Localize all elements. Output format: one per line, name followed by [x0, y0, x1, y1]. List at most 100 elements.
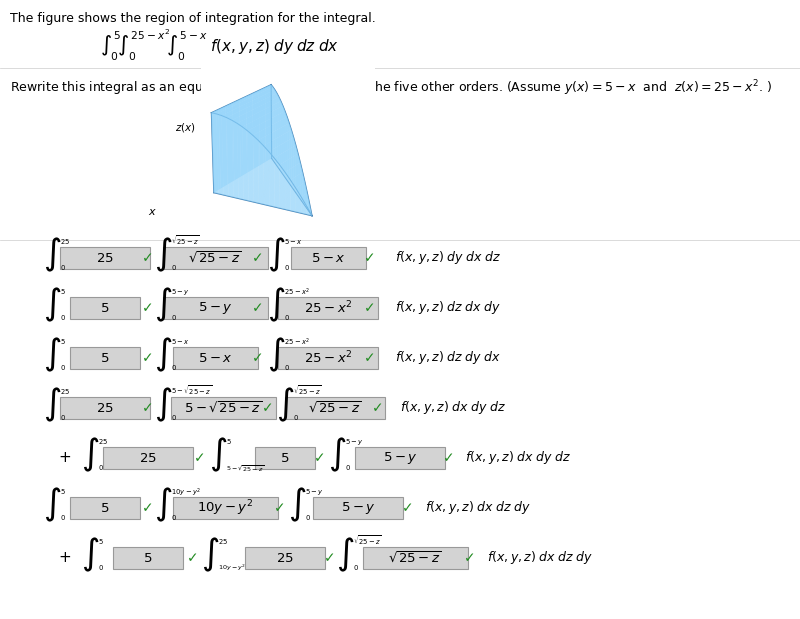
Text: $\int$: $\int$	[276, 386, 294, 424]
Text: ✓: ✓	[402, 501, 414, 515]
Text: ✓: ✓	[324, 551, 336, 565]
Text: $\int$: $\int$	[267, 286, 285, 324]
Text: $\sqrt{25-z}$: $\sqrt{25-z}$	[188, 251, 242, 266]
Text: $z(x)$: $z(x)$	[175, 121, 196, 134]
FancyBboxPatch shape	[290, 247, 366, 269]
FancyBboxPatch shape	[70, 297, 140, 319]
Text: $5$: $5$	[100, 352, 110, 365]
Text: ✓: ✓	[364, 351, 376, 365]
Text: $\int$: $\int$	[328, 436, 346, 474]
Text: $^{5-y}$: $^{5-y}$	[305, 489, 324, 499]
Text: $^{5}$: $^{5}$	[60, 339, 66, 349]
Text: $_{0}$: $_{0}$	[98, 563, 104, 573]
Text: ✓: ✓	[314, 451, 326, 465]
Text: $^{5-x}$: $^{5-x}$	[171, 339, 190, 349]
FancyBboxPatch shape	[255, 447, 315, 469]
Text: $f(x, y, z)\;dy\;dx\;dz$: $f(x, y, z)\;dy\;dx\;dz$	[395, 249, 501, 267]
Text: $^{5-x}$: $^{5-x}$	[284, 239, 303, 249]
Text: $5$: $5$	[143, 552, 153, 565]
Text: $_{0}$: $_{0}$	[284, 363, 290, 373]
Text: $^{10y-y^2}$: $^{10y-y^2}$	[171, 489, 201, 499]
Text: $25-x^2$: $25-x^2$	[304, 350, 352, 366]
Text: $25$: $25$	[96, 402, 114, 415]
Text: $y(x)$: $y(x)$	[298, 195, 320, 209]
Text: $5$: $5$	[100, 501, 110, 514]
Text: $x$: $x$	[148, 207, 157, 217]
Text: $_{0}$: $_{0}$	[60, 363, 66, 373]
Text: $5-\sqrt{25-z}$: $5-\sqrt{25-z}$	[184, 400, 262, 415]
Text: $^{25}$: $^{25}$	[218, 539, 228, 549]
Text: ✓: ✓	[364, 251, 376, 265]
Text: $f(x, y, z)\;dx\;dz\;dy$: $f(x, y, z)\;dx\;dz\;dy$	[487, 550, 593, 566]
Text: $_{0}$: $_{0}$	[171, 263, 177, 273]
FancyBboxPatch shape	[278, 297, 378, 319]
Text: $^{25}$: $^{25}$	[98, 439, 108, 449]
Text: $_{0}$: $_{0}$	[293, 413, 299, 423]
Text: $25$: $25$	[276, 552, 294, 565]
Text: $5-y$: $5-y$	[198, 300, 232, 316]
FancyBboxPatch shape	[245, 547, 325, 569]
FancyBboxPatch shape	[170, 397, 275, 419]
Text: $f(x, y, z)\;dx\;dy\;dz$: $f(x, y, z)\;dx\;dy\;dz$	[465, 449, 571, 467]
Text: $\int$: $\int$	[43, 236, 61, 274]
Text: $\sqrt{25-z}$: $\sqrt{25-z}$	[388, 550, 442, 566]
FancyBboxPatch shape	[355, 447, 445, 469]
Text: $\sqrt{25-z}$: $\sqrt{25-z}$	[308, 400, 362, 415]
Text: $^{5}$: $^{5}$	[60, 489, 66, 499]
FancyBboxPatch shape	[60, 397, 150, 419]
Text: $\int$: $\int$	[81, 436, 99, 474]
Text: ✓: ✓	[364, 301, 376, 315]
FancyBboxPatch shape	[278, 347, 378, 369]
Text: ✓: ✓	[142, 351, 154, 365]
Text: $\int$: $\int$	[201, 536, 219, 574]
FancyBboxPatch shape	[70, 347, 140, 369]
Text: ✓: ✓	[142, 501, 154, 515]
Text: $_{0}$: $_{0}$	[98, 463, 104, 473]
Text: $5-x$: $5-x$	[198, 352, 232, 365]
FancyBboxPatch shape	[70, 497, 140, 519]
Text: $^{5}$: $^{5}$	[226, 439, 232, 449]
Text: $_{0}$: $_{0}$	[305, 513, 311, 523]
Text: ✓: ✓	[443, 451, 455, 465]
Text: $25$: $25$	[96, 251, 114, 264]
Text: $y$: $y$	[357, 164, 366, 176]
Text: $^{25-x^2}$: $^{25-x^2}$	[284, 289, 310, 299]
Text: $\int$: $\int$	[209, 436, 227, 474]
Text: $_{0}$: $_{0}$	[171, 413, 177, 423]
Text: $_{0}$: $_{0}$	[60, 263, 66, 273]
Text: $\int$: $\int$	[43, 486, 61, 524]
Text: $\int$: $\int$	[288, 486, 306, 524]
Text: ✓: ✓	[142, 251, 154, 265]
FancyBboxPatch shape	[103, 447, 193, 469]
Text: $^{25-x^2}$: $^{25-x^2}$	[284, 339, 310, 349]
Text: ✓: ✓	[142, 401, 154, 415]
Text: $^{\sqrt{25-z}}$: $^{\sqrt{25-z}}$	[353, 539, 382, 549]
Text: $\int$: $\int$	[43, 286, 61, 324]
Text: $_{0}$: $_{0}$	[284, 313, 290, 323]
FancyBboxPatch shape	[362, 547, 467, 569]
Text: $\int$: $\int$	[154, 486, 172, 524]
Text: ✓: ✓	[194, 451, 206, 465]
Text: ✓: ✓	[464, 551, 476, 565]
Text: +: +	[58, 451, 71, 465]
Text: $_{0}$: $_{0}$	[60, 313, 66, 323]
Text: $5-y$: $5-y$	[382, 450, 418, 466]
Text: $5-y$: $5-y$	[341, 500, 375, 516]
Text: $\int$: $\int$	[267, 236, 285, 274]
Text: $_{0}$: $_{0}$	[171, 513, 177, 523]
Text: $\int$: $\int$	[154, 386, 172, 424]
Text: $\int$: $\int$	[81, 536, 99, 574]
FancyBboxPatch shape	[113, 547, 183, 569]
Text: ✓: ✓	[187, 551, 199, 565]
Text: $^{5}$: $^{5}$	[60, 289, 66, 299]
Text: $_{0}$: $_{0}$	[60, 513, 66, 523]
Text: $^{5-y}$: $^{5-y}$	[345, 439, 364, 449]
Text: ✓: ✓	[142, 301, 154, 315]
Text: +: +	[58, 550, 71, 566]
Text: $f(x, y, z)\;dz\;dx\;dy$: $f(x, y, z)\;dz\;dx\;dy$	[395, 300, 501, 316]
Text: $10y-y^2$: $10y-y^2$	[197, 498, 253, 518]
Text: $5$: $5$	[280, 451, 290, 464]
Text: ✓: ✓	[252, 251, 264, 265]
Text: $f(x, y, z)\;dz\;dy\;dx$: $f(x, y, z)\;dz\;dy\;dx$	[395, 350, 501, 366]
Text: $25$: $25$	[139, 451, 157, 464]
